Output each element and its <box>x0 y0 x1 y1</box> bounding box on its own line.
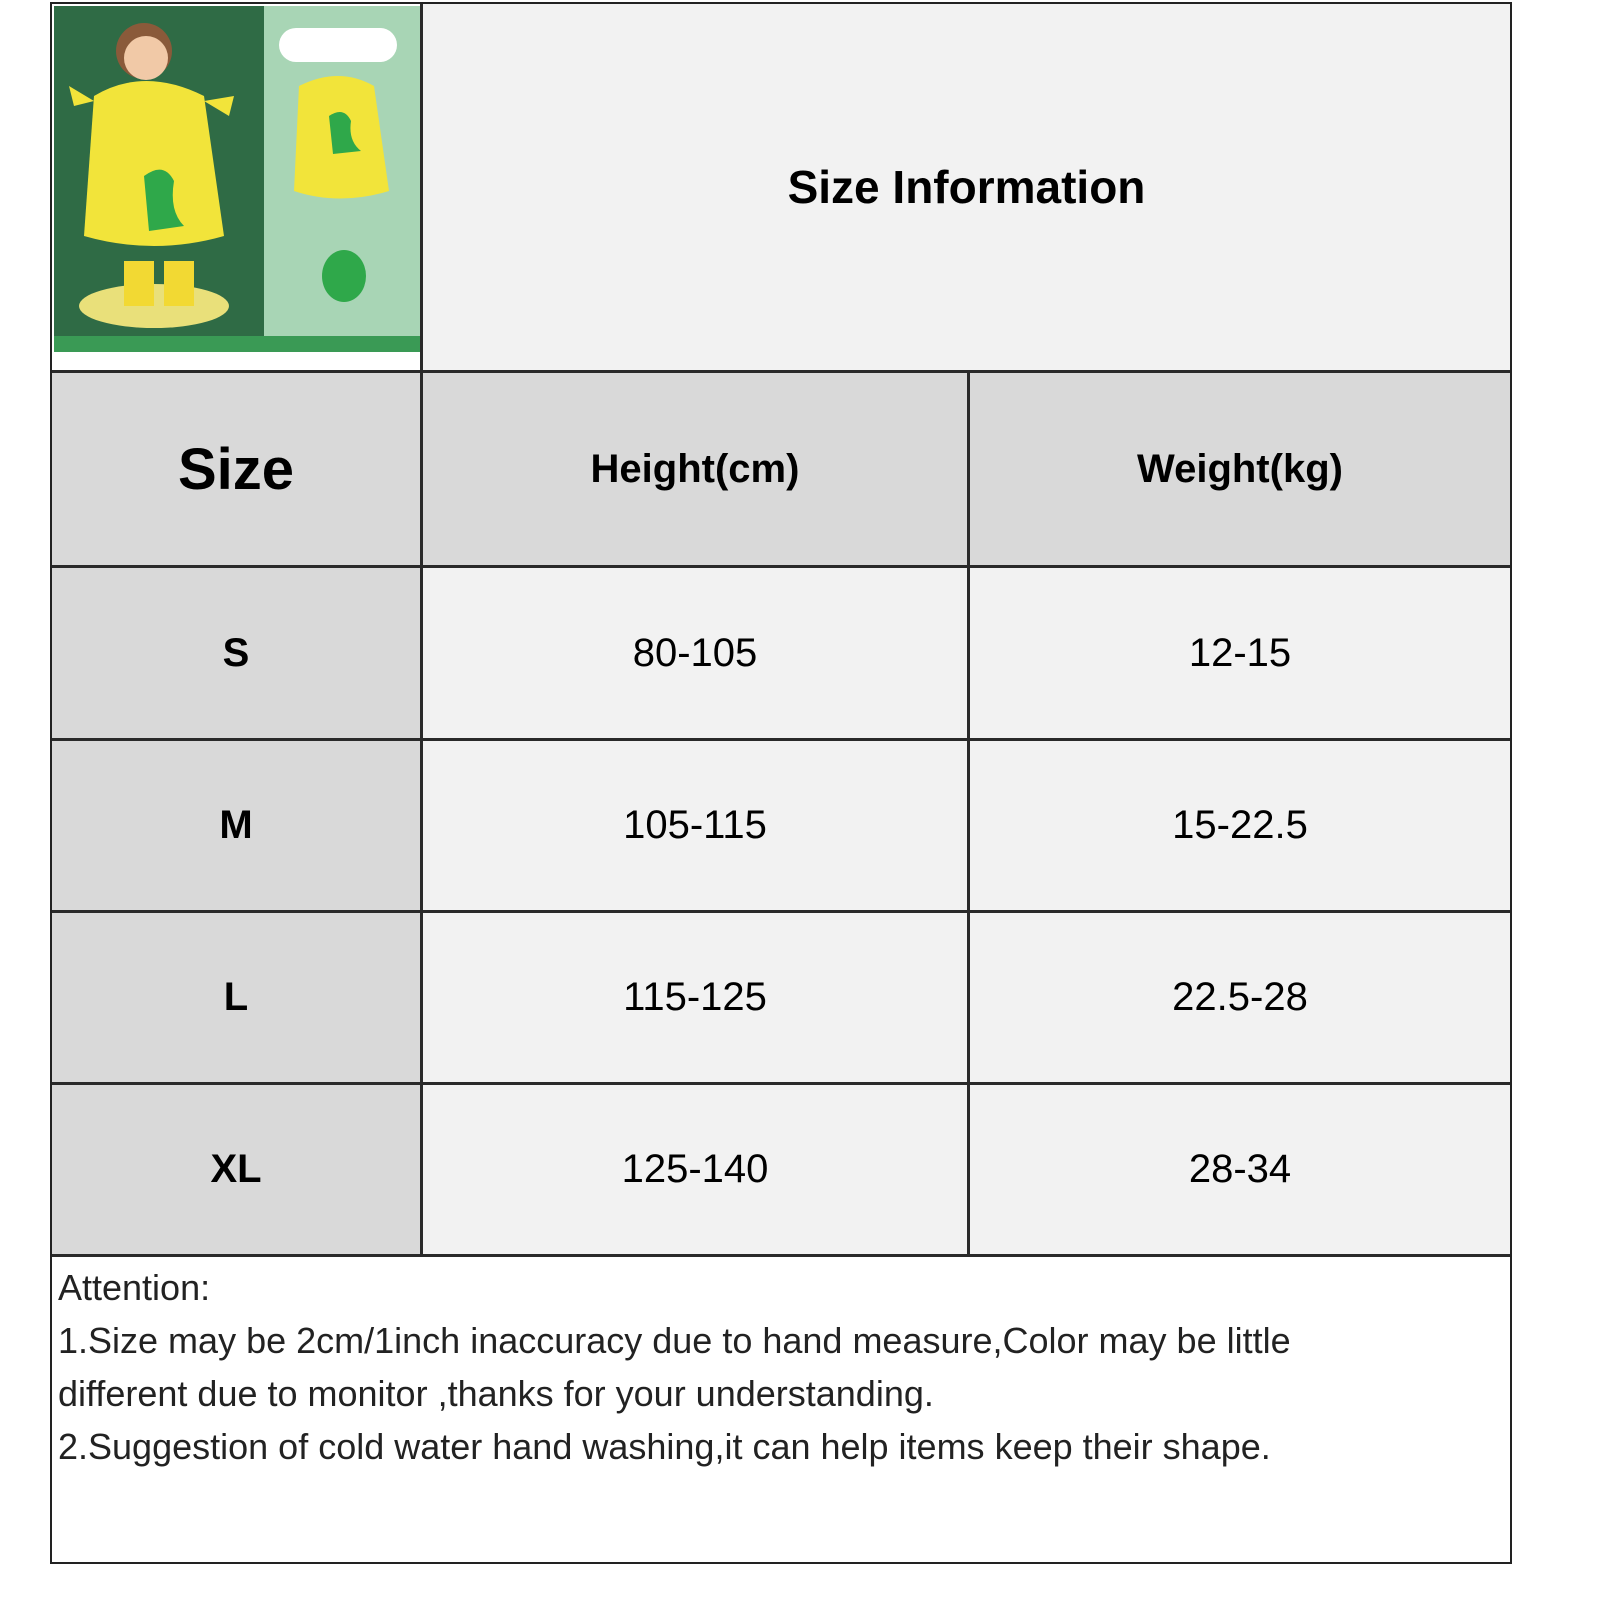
height-value: 125-140 <box>621 1147 769 1191</box>
divider <box>420 4 423 1257</box>
table-row-height: 80-105 <box>423 568 967 738</box>
note-2: 2.Suggestion of cold water hand washing,… <box>58 1426 1271 1467</box>
note-1b: different due to monitor ,thanks for you… <box>58 1373 934 1414</box>
header-weight: Weight(kg) <box>970 373 1510 565</box>
header-size: Size <box>52 373 420 565</box>
divider <box>52 370 1510 373</box>
divider <box>52 910 1510 913</box>
weight-value: 22.5-28 <box>1172 975 1308 1019</box>
divider <box>52 565 1510 568</box>
size-value: M <box>219 803 253 847</box>
weight-value: 15-22.5 <box>1172 803 1308 847</box>
size-value: S <box>222 630 250 675</box>
height-value: 115-125 <box>623 975 767 1019</box>
title-cell: Size Information <box>423 4 1510 370</box>
attention-notes: Attention: 1.Size may be 2cm/1inch inacc… <box>52 1257 1510 1562</box>
divider <box>52 1082 1510 1085</box>
table-row-size: L <box>52 913 420 1082</box>
weight-value: 12-15 <box>1188 630 1292 675</box>
size-value: L <box>223 975 249 1019</box>
raincoat-illustration <box>54 6 420 370</box>
height-value: 105-115 <box>623 803 767 847</box>
header-size-label: Size <box>177 436 295 502</box>
table-row-height: 125-140 <box>423 1085 967 1254</box>
table-row-weight: 12-15 <box>970 568 1510 738</box>
table-row-height: 105-115 <box>423 741 967 910</box>
header-height: Height(cm) <box>423 373 967 565</box>
divider <box>52 738 1510 741</box>
size-chart: Size Information Size Height(cm) Weight(… <box>50 2 1512 1564</box>
height-value: 80-105 <box>632 630 758 675</box>
table-row-weight: 15-22.5 <box>970 741 1510 910</box>
size-value: XL <box>210 1147 262 1191</box>
notes-heading: Attention: <box>58 1267 211 1308</box>
table-row-height: 115-125 <box>423 913 967 1082</box>
note-1a: 1.Size may be 2cm/1inch inaccuracy due t… <box>58 1320 1291 1361</box>
table-row-size: S <box>52 568 420 738</box>
page-title: Size Information <box>787 161 1146 213</box>
header-weight-label: Weight(kg) <box>1137 446 1343 491</box>
product-image <box>54 6 420 370</box>
header-height-label: Height(cm) <box>590 446 800 491</box>
table-row-size: XL <box>52 1085 420 1254</box>
table-row-size: M <box>52 741 420 910</box>
divider <box>52 1254 1510 1257</box>
weight-value: 28-34 <box>1188 1147 1292 1191</box>
table-row-weight: 28-34 <box>970 1085 1510 1254</box>
table-row-weight: 22.5-28 <box>970 913 1510 1082</box>
divider <box>967 373 970 1257</box>
